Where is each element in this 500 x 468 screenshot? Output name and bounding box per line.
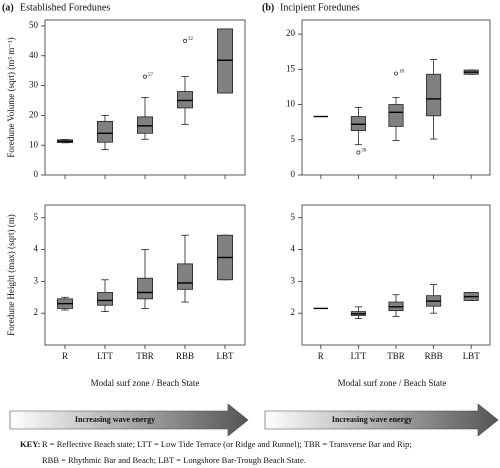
y-tick-label: 4 — [291, 244, 296, 254]
x-tick-label: RBB — [176, 351, 194, 361]
x-axis-label: Modal surf zone / Beach State — [338, 378, 447, 388]
x-tick-label: R — [318, 351, 324, 361]
outlier-label: 30 — [361, 149, 367, 154]
x-tick-label: LTT — [97, 351, 113, 361]
y-tick-label: 5 — [291, 134, 296, 144]
key-line: R = Reflective Beach state; LTT = Low Ti… — [42, 439, 412, 449]
outlier-label: 57 — [148, 73, 154, 78]
box — [216, 28, 233, 94]
x-tick-label: LBT — [217, 351, 235, 361]
y-tick-label: 3 — [291, 275, 296, 285]
x-tick-label: TBR — [136, 351, 154, 361]
key-line: RBB = Rhythmic Bar and Beach; LBT = Long… — [42, 455, 306, 465]
box — [350, 116, 366, 132]
y-tick-label: 30 — [29, 80, 39, 90]
y-tick-label: 15 — [286, 63, 296, 73]
panel-title: Incipient Foredunes — [280, 2, 360, 13]
panel-title: Established Foredunes — [20, 2, 110, 13]
y-tick-label: 20 — [286, 28, 296, 38]
box — [388, 104, 404, 127]
outlier — [143, 74, 147, 79]
y-tick-label: 0 — [34, 169, 39, 179]
box — [176, 263, 193, 290]
y-axis-label: Foredune Volume (sqrt) (m³ m⁻¹) — [6, 37, 16, 157]
energy-arrow — [264, 403, 499, 437]
energy-arrow — [9, 403, 249, 437]
outlier-label: 32 — [188, 37, 194, 42]
x-tick-label: R — [62, 351, 68, 361]
x-tick-label: LTT — [351, 351, 367, 361]
panel-label: (a) — [2, 2, 14, 13]
x-tick-label: RBB — [425, 351, 443, 361]
key-label: KEY: — [20, 439, 41, 449]
box — [426, 73, 442, 117]
box — [97, 120, 114, 143]
plot-frame — [301, 204, 491, 346]
y-tick-label: 2 — [34, 307, 39, 317]
y-tick-label: 5 — [34, 212, 39, 222]
y-tick-label: 40 — [29, 50, 39, 60]
y-tick-label: 10 — [29, 139, 39, 149]
outlier — [394, 71, 398, 76]
box — [136, 277, 153, 300]
y-axis-label: Foredune Height (max) (sqrt) (m) — [6, 214, 16, 335]
y-tick-label: 50 — [29, 20, 39, 30]
y-tick-label: 10 — [286, 99, 296, 109]
x-axis-label: Modal surf zone / Beach State — [91, 378, 200, 388]
box — [97, 292, 114, 306]
panel-label: (b) — [262, 2, 274, 13]
y-tick-label: 2 — [291, 307, 296, 317]
outlier — [356, 150, 361, 155]
outlier — [183, 38, 187, 43]
y-tick-label: 20 — [29, 109, 39, 119]
box — [176, 91, 193, 109]
box — [136, 116, 153, 134]
arrow-text: Increasing wave energy — [332, 415, 412, 424]
y-tick-label: 5 — [291, 212, 296, 222]
y-tick-label: 4 — [34, 244, 39, 254]
x-tick-label: TBR — [387, 351, 405, 361]
arrow-text: Increasing wave energy — [75, 415, 155, 424]
y-tick-label: 3 — [34, 275, 39, 285]
x-tick-label: LBT — [463, 351, 481, 361]
y-tick-label: 0 — [291, 169, 296, 179]
outlier-label: 18 — [399, 70, 405, 75]
